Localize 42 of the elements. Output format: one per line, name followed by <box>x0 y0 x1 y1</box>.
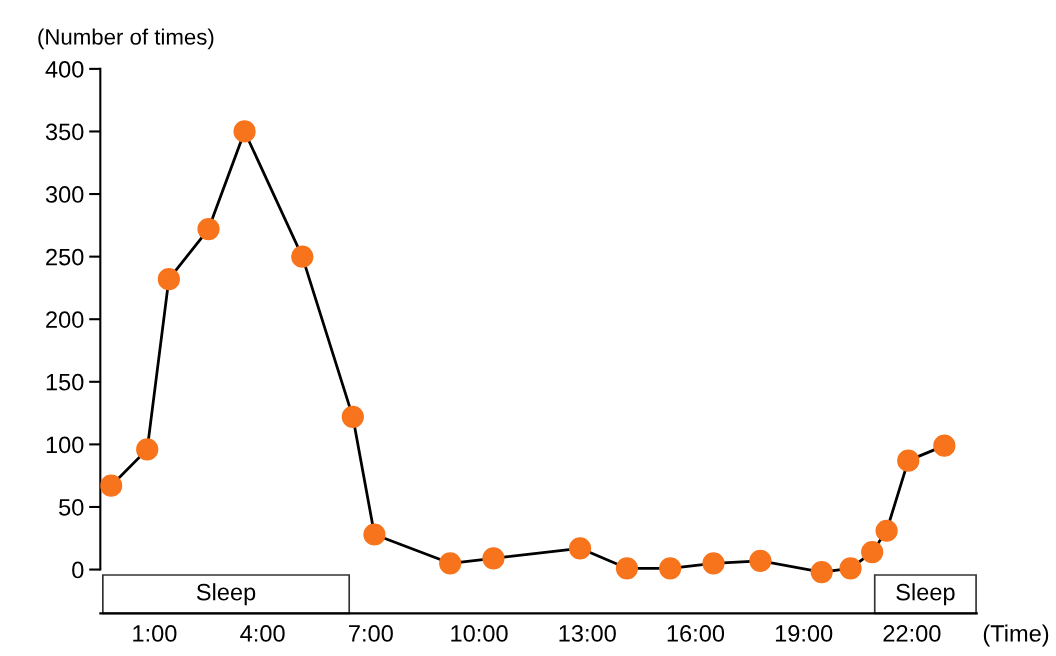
point <box>100 474 123 497</box>
point <box>568 537 592 560</box>
point <box>482 547 505 570</box>
point <box>291 245 314 268</box>
y-tick-label: 200 <box>46 311 84 328</box>
x-tick-label: 1:00 <box>133 625 177 642</box>
point <box>839 557 862 580</box>
y-tick-label: 50 <box>59 499 84 516</box>
x-tick-label: 7:00 <box>349 625 393 642</box>
point <box>933 434 956 457</box>
x-tick-label: 22:00 <box>883 625 941 642</box>
y-tick-label: 400 <box>45 60 84 78</box>
point <box>897 449 920 472</box>
y-tick-label: 0 <box>72 561 84 579</box>
point <box>363 523 386 546</box>
point <box>615 557 639 580</box>
point <box>341 405 364 428</box>
point <box>233 120 256 143</box>
y-tick-label: 150 <box>46 373 84 391</box>
point <box>810 560 833 584</box>
x-axis-title: (Time) <box>983 624 1049 647</box>
point <box>875 519 898 542</box>
point <box>136 438 159 461</box>
x-tick-label: 13:00 <box>559 625 616 642</box>
y-tick-label: 250 <box>46 248 84 266</box>
point <box>439 552 462 575</box>
x-tick-label: 10:00 <box>451 625 508 642</box>
x-tick-label: 4:00 <box>240 625 285 642</box>
y-tick-label: 350 <box>45 123 84 141</box>
band-label: Sleep <box>196 583 256 606</box>
x-tick-label: 19:00 <box>775 625 833 642</box>
point <box>749 549 772 572</box>
band-label: Sleep <box>896 583 955 606</box>
y-tick-label: 100 <box>46 436 84 454</box>
y-tick-label: 300 <box>45 186 84 203</box>
point <box>702 552 725 575</box>
x-tick-label: 16:00 <box>667 625 725 642</box>
point <box>861 540 884 564</box>
point <box>659 557 682 580</box>
point <box>157 268 180 291</box>
y-axis-title: (Number of times) <box>38 28 214 50</box>
point <box>197 217 220 241</box>
